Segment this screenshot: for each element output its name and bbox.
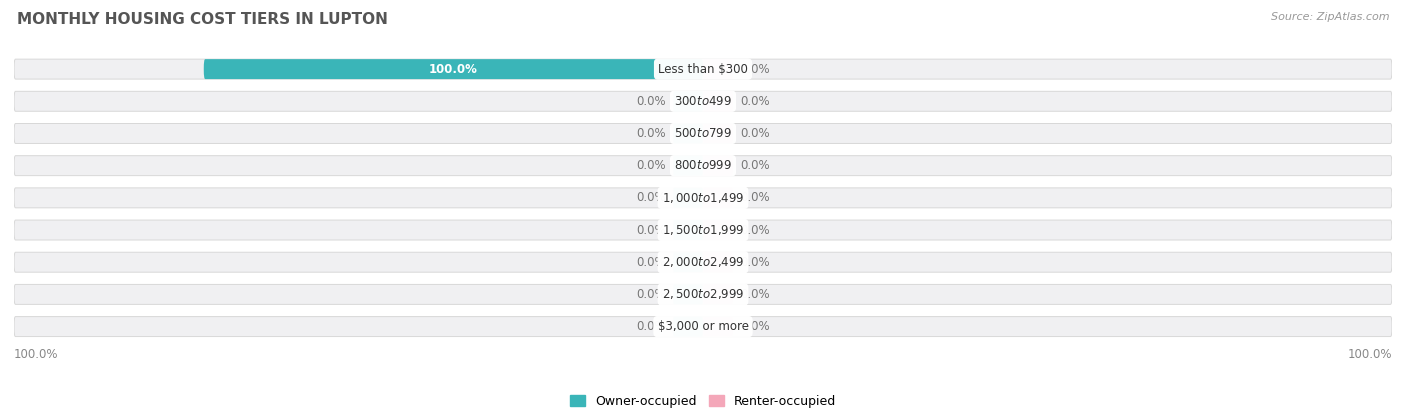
Text: 0.0%: 0.0% bbox=[741, 63, 770, 76]
Text: Less than $300: Less than $300 bbox=[658, 63, 748, 76]
Legend: Owner-occupied, Renter-occupied: Owner-occupied, Renter-occupied bbox=[565, 390, 841, 413]
Text: $1,500 to $1,999: $1,500 to $1,999 bbox=[662, 223, 744, 237]
FancyBboxPatch shape bbox=[703, 156, 733, 176]
FancyBboxPatch shape bbox=[703, 91, 733, 111]
Text: 0.0%: 0.0% bbox=[636, 288, 665, 301]
FancyBboxPatch shape bbox=[673, 317, 703, 337]
Text: 0.0%: 0.0% bbox=[741, 191, 770, 204]
FancyBboxPatch shape bbox=[673, 156, 703, 176]
FancyBboxPatch shape bbox=[703, 220, 733, 240]
FancyBboxPatch shape bbox=[14, 156, 1392, 176]
Text: 0.0%: 0.0% bbox=[741, 288, 770, 301]
FancyBboxPatch shape bbox=[673, 284, 703, 304]
Text: 0.0%: 0.0% bbox=[636, 95, 665, 108]
Text: 0.0%: 0.0% bbox=[741, 95, 770, 108]
FancyBboxPatch shape bbox=[204, 59, 703, 79]
Text: 0.0%: 0.0% bbox=[636, 191, 665, 204]
Text: 0.0%: 0.0% bbox=[741, 256, 770, 269]
Text: 100.0%: 100.0% bbox=[1347, 348, 1392, 361]
Text: 0.0%: 0.0% bbox=[741, 224, 770, 237]
Text: $2,500 to $2,999: $2,500 to $2,999 bbox=[662, 288, 744, 301]
FancyBboxPatch shape bbox=[14, 59, 1392, 79]
Text: $1,000 to $1,499: $1,000 to $1,499 bbox=[662, 191, 744, 205]
Text: $2,000 to $2,499: $2,000 to $2,499 bbox=[662, 255, 744, 269]
FancyBboxPatch shape bbox=[673, 91, 703, 111]
FancyBboxPatch shape bbox=[703, 252, 733, 272]
Text: $500 to $799: $500 to $799 bbox=[673, 127, 733, 140]
Text: 0.0%: 0.0% bbox=[636, 127, 665, 140]
FancyBboxPatch shape bbox=[703, 284, 733, 304]
FancyBboxPatch shape bbox=[14, 284, 1392, 304]
Text: 0.0%: 0.0% bbox=[636, 320, 665, 333]
Text: $3,000 or more: $3,000 or more bbox=[658, 320, 748, 333]
Text: 0.0%: 0.0% bbox=[741, 159, 770, 172]
FancyBboxPatch shape bbox=[703, 188, 733, 208]
FancyBboxPatch shape bbox=[14, 220, 1392, 240]
Text: 0.0%: 0.0% bbox=[636, 159, 665, 172]
Text: 0.0%: 0.0% bbox=[636, 256, 665, 269]
FancyBboxPatch shape bbox=[703, 59, 733, 79]
FancyBboxPatch shape bbox=[14, 188, 1392, 208]
Text: 0.0%: 0.0% bbox=[636, 224, 665, 237]
FancyBboxPatch shape bbox=[703, 124, 733, 144]
FancyBboxPatch shape bbox=[673, 124, 703, 144]
FancyBboxPatch shape bbox=[703, 317, 733, 337]
FancyBboxPatch shape bbox=[14, 124, 1392, 144]
FancyBboxPatch shape bbox=[14, 252, 1392, 272]
FancyBboxPatch shape bbox=[673, 252, 703, 272]
Text: MONTHLY HOUSING COST TIERS IN LUPTON: MONTHLY HOUSING COST TIERS IN LUPTON bbox=[17, 12, 388, 27]
Text: 100.0%: 100.0% bbox=[429, 63, 478, 76]
Text: $300 to $499: $300 to $499 bbox=[673, 95, 733, 108]
Text: 0.0%: 0.0% bbox=[741, 320, 770, 333]
FancyBboxPatch shape bbox=[14, 91, 1392, 111]
Text: 100.0%: 100.0% bbox=[14, 348, 59, 361]
Text: $800 to $999: $800 to $999 bbox=[673, 159, 733, 172]
FancyBboxPatch shape bbox=[673, 220, 703, 240]
FancyBboxPatch shape bbox=[14, 317, 1392, 337]
Text: 0.0%: 0.0% bbox=[741, 127, 770, 140]
FancyBboxPatch shape bbox=[673, 188, 703, 208]
Text: Source: ZipAtlas.com: Source: ZipAtlas.com bbox=[1271, 12, 1389, 22]
